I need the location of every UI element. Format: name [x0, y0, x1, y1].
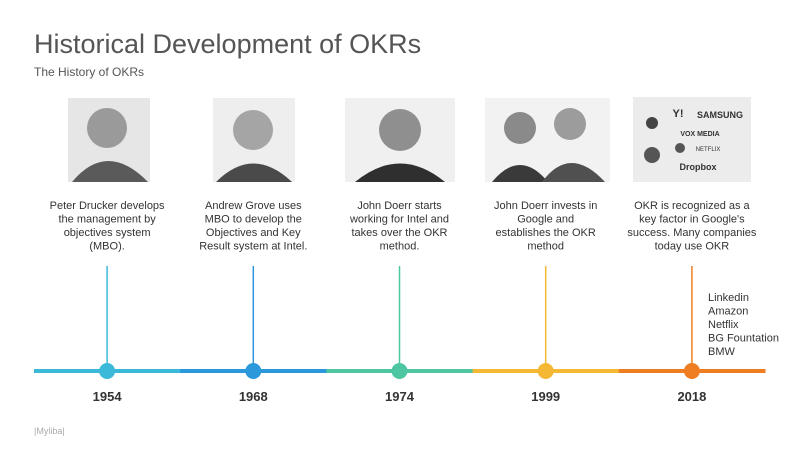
- photo-body: [355, 163, 445, 182]
- company: Netflix: [708, 319, 739, 331]
- footer: |Myliba|: [34, 426, 65, 436]
- subtitle: The History of OKRs: [34, 65, 144, 79]
- logo-icon: [644, 147, 660, 163]
- milestone-dot: [391, 363, 408, 379]
- logo-text: NETFLIX: [696, 147, 721, 153]
- description: (MBO).: [89, 241, 124, 253]
- description: Google and: [517, 214, 574, 226]
- title: Historical Development of OKRs: [34, 29, 421, 59]
- description: the management by: [58, 214, 156, 226]
- year: 1999: [531, 389, 560, 404]
- description: John Doerr starts: [357, 200, 442, 212]
- description: Peter Drucker develops: [50, 200, 165, 212]
- logo-icon: [675, 143, 685, 153]
- photo-head: [504, 112, 536, 144]
- description: objectives system: [64, 227, 151, 239]
- description: MBO to develop the: [205, 214, 302, 226]
- milestone-dot: [99, 363, 116, 379]
- logo-icon: [646, 117, 658, 129]
- photo-head: [87, 108, 127, 148]
- description: key factor in Google's: [639, 214, 745, 226]
- milestone-dot: [537, 363, 554, 379]
- milestone-dot: [683, 363, 700, 379]
- description: OKR is recognized as a: [634, 200, 750, 212]
- year: 1968: [239, 389, 268, 404]
- photo-body: [542, 163, 605, 182]
- company: BG Fountation: [708, 333, 779, 345]
- description: method: [527, 241, 564, 253]
- logo-text: SAMSUNG: [697, 110, 743, 120]
- description: success. Many companies: [627, 227, 756, 239]
- logo-text: Dropbox: [680, 162, 717, 172]
- photo-body: [72, 161, 148, 182]
- milestone-dot: [245, 363, 262, 379]
- year: 2018: [677, 389, 706, 404]
- description: Result system at Intel.: [199, 241, 307, 253]
- year: 1954: [93, 389, 123, 404]
- description: John Doerr invests in: [494, 200, 597, 212]
- photo-body: [216, 163, 292, 182]
- description: today use OKR: [655, 241, 730, 253]
- year: 1974: [385, 389, 415, 404]
- description: method.: [380, 241, 420, 253]
- photo: [485, 98, 610, 182]
- description: Andrew Grove uses: [205, 200, 302, 212]
- photo-head: [233, 110, 273, 150]
- description: takes over the OKR: [352, 227, 448, 239]
- description: Objectives and Key: [206, 227, 301, 239]
- photo-head: [379, 109, 421, 151]
- description: working for Intel and: [349, 214, 449, 226]
- company: Linkedin: [708, 292, 749, 304]
- logo-panel: [633, 97, 751, 182]
- photos: [68, 97, 751, 182]
- logo-text: VOX MEDIA: [680, 131, 719, 138]
- company: Amazon: [708, 306, 748, 318]
- photo-body: [492, 165, 548, 182]
- photo-head: [554, 108, 586, 140]
- company: BMW: [708, 346, 736, 358]
- logo-text: Y!: [673, 108, 684, 120]
- description: establishes the OKR: [496, 227, 596, 239]
